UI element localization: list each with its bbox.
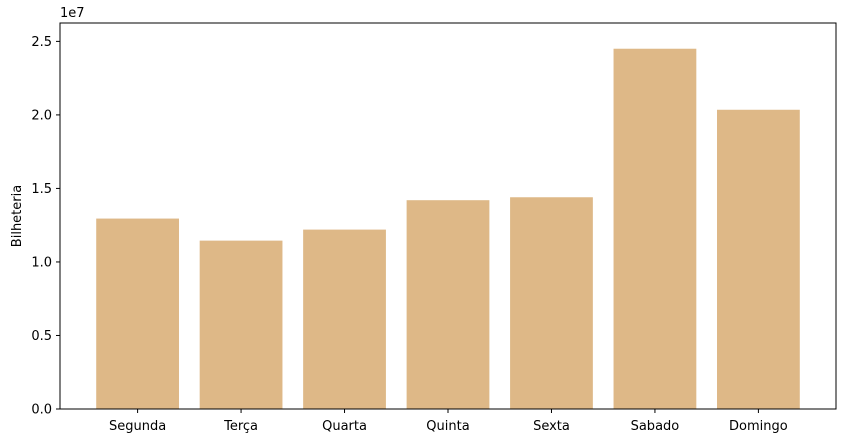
bar-domingo — [717, 109, 800, 410]
y-tick-label: 2.5 — [31, 35, 52, 50]
y-axis-offset-label: 1e7 — [60, 6, 85, 21]
x-axis-ticks: Segunda Terça Quarta Quinta Sexta Sabado Domin… — [109, 409, 788, 434]
bar-quarta — [303, 229, 386, 409]
y-tick-label: 0.5 — [31, 329, 52, 344]
y-axis-ticks: 0.0 0.5 1.0 1.5 2.0 2.5 — [31, 35, 60, 418]
x-tick-label: Domingo — [729, 419, 788, 434]
x-tick-label: Terça — [223, 419, 258, 434]
x-tick-label: Quinta — [426, 419, 469, 434]
bar-quinta — [406, 200, 490, 409]
x-tick-label: Segunda — [109, 419, 166, 434]
y-tick-label: 1.5 — [31, 182, 52, 197]
x-tick-label: Sexta — [533, 419, 570, 434]
bar-sexta — [510, 197, 593, 409]
bar-terça — [199, 240, 283, 409]
bar-sabado — [613, 48, 697, 409]
bar-segunda — [96, 218, 179, 409]
y-tick-label: 0.0 — [31, 403, 52, 418]
x-tick-label: Sabado — [631, 419, 680, 434]
y-tick-label: 2.0 — [31, 108, 52, 123]
bars-group — [96, 48, 800, 410]
y-tick-label: 1.0 — [31, 255, 52, 270]
plot-frame — [59, 22, 837, 410]
x-tick-label: Quarta — [322, 419, 367, 434]
y-axis-label: Bilheteria — [10, 185, 25, 247]
